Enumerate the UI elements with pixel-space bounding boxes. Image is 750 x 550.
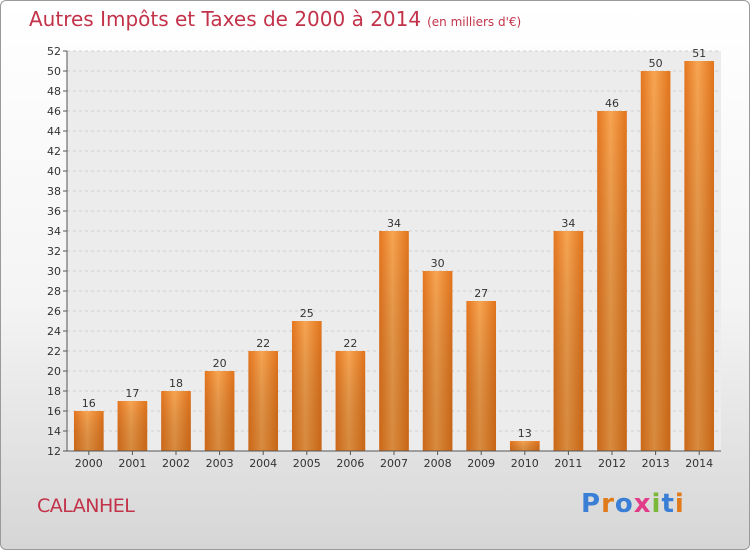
x-tick-label: 2014 [685,457,713,470]
bars: 16 17 18 20 22 25 22 34 30 27 13 34 46 50 51 [73,47,715,451]
data-label: 20 [213,357,227,370]
y-axis: 12 14 16 18 20 22 24 26 28 30 32 34 36 38 40 42 44 46 48 50… [47,45,68,458]
y-tick-label: 14 [47,425,61,438]
data-label: 25 [300,307,314,320]
data-label: 34 [561,217,575,230]
data-label: 22 [256,337,270,350]
x-tick-label: 2004 [249,457,277,470]
y-tick-label: 16 [47,405,61,418]
bar-shade [466,301,497,451]
brand-logo: Proxiti [581,489,685,519]
data-label: 17 [125,387,139,400]
bar-shade [509,441,540,451]
bar-shade [161,391,191,451]
y-tick-label: 42 [47,145,61,158]
x-tick-label: 2009 [467,457,495,470]
y-tick-label: 50 [47,65,61,78]
data-label: 22 [343,337,357,350]
bar [117,401,148,451]
bar [640,71,671,451]
x-tick-label: 2007 [380,457,408,470]
y-tick-label: 20 [47,365,61,378]
place-name: CALANHEL [37,495,135,517]
data-label: 16 [82,397,96,410]
data-label: 51 [692,47,706,60]
data-label: 34 [387,217,401,230]
bar [379,231,409,451]
bar [509,441,540,451]
bar [204,371,235,451]
x-tick-label: 2002 [162,457,190,470]
x-tick-label: 2006 [336,457,364,470]
bar [466,301,497,451]
y-tick-label: 44 [47,125,61,138]
x-tick-label: 2005 [293,457,321,470]
x-axis: 2000 2001 2002 2003 2004 2005 2006 2007 2008 2009… [67,450,721,470]
bar-shade [553,231,584,451]
bar-shade [117,401,148,451]
data-label: 30 [431,257,445,270]
y-tick-label: 32 [47,245,61,258]
y-tick-label: 52 [47,45,61,58]
bar-shade [291,321,322,451]
data-label: 27 [474,287,488,300]
y-tick-label: 18 [47,385,61,398]
bar-shade [379,231,409,451]
y-tick-label: 12 [47,445,61,458]
brand-letter: x [633,489,652,519]
chart-title-text: Autres Impôts et Taxes de 2000 à 2014 [29,7,422,31]
x-tick-label: 2008 [424,457,452,470]
x-tick-label: 2013 [642,457,670,470]
y-tick-label: 36 [47,205,61,218]
brand-letter: i [674,489,685,519]
bar [161,391,191,451]
bar-shade [248,351,279,451]
x-tick-label: 2001 [118,457,146,470]
x-tick-label: 2003 [206,457,234,470]
x-tick-label: 2012 [598,457,626,470]
y-tick-label: 38 [47,185,61,198]
y-tick-label: 26 [47,305,61,318]
bar [335,351,366,451]
bar-shade [422,271,453,451]
y-tick-label: 24 [47,325,61,338]
y-tick-label: 22 [47,345,61,358]
x-tick-label: 2011 [554,457,582,470]
x-tick-label: 2010 [511,457,539,470]
y-tick-label: 46 [47,105,61,118]
brand-letter: o [614,489,634,519]
y-tick-label: 40 [47,165,61,178]
brand-letter: r [601,489,615,519]
data-label: 50 [649,57,663,70]
bar [684,61,715,451]
bar-shade [597,111,627,451]
bar-shade [73,411,104,451]
bar [597,111,627,451]
bar [553,231,584,451]
chart-title: Autres Impôts et Taxes de 2000 à 2014 (en… [29,7,521,31]
brand-letter: P [581,489,602,519]
y-tick-label: 34 [47,225,61,238]
data-label: 13 [518,427,532,440]
brand-letter: t [661,489,675,519]
bar-shade [684,61,715,451]
y-tick-label: 28 [47,285,61,298]
bar [73,411,104,451]
bar-shade [640,71,671,451]
bar [248,351,279,451]
y-tick-label: 48 [47,85,61,98]
x-tick-label: 2000 [75,457,103,470]
bar-shade [204,371,235,451]
bar-shade [335,351,366,451]
bar [422,271,453,451]
y-tick-label: 30 [47,265,61,278]
data-label: 46 [605,97,619,110]
brand-letter: i [651,489,662,519]
data-label: 18 [169,377,183,390]
bar [291,321,322,451]
chart-unit: (en milliers d'€) [427,15,522,29]
